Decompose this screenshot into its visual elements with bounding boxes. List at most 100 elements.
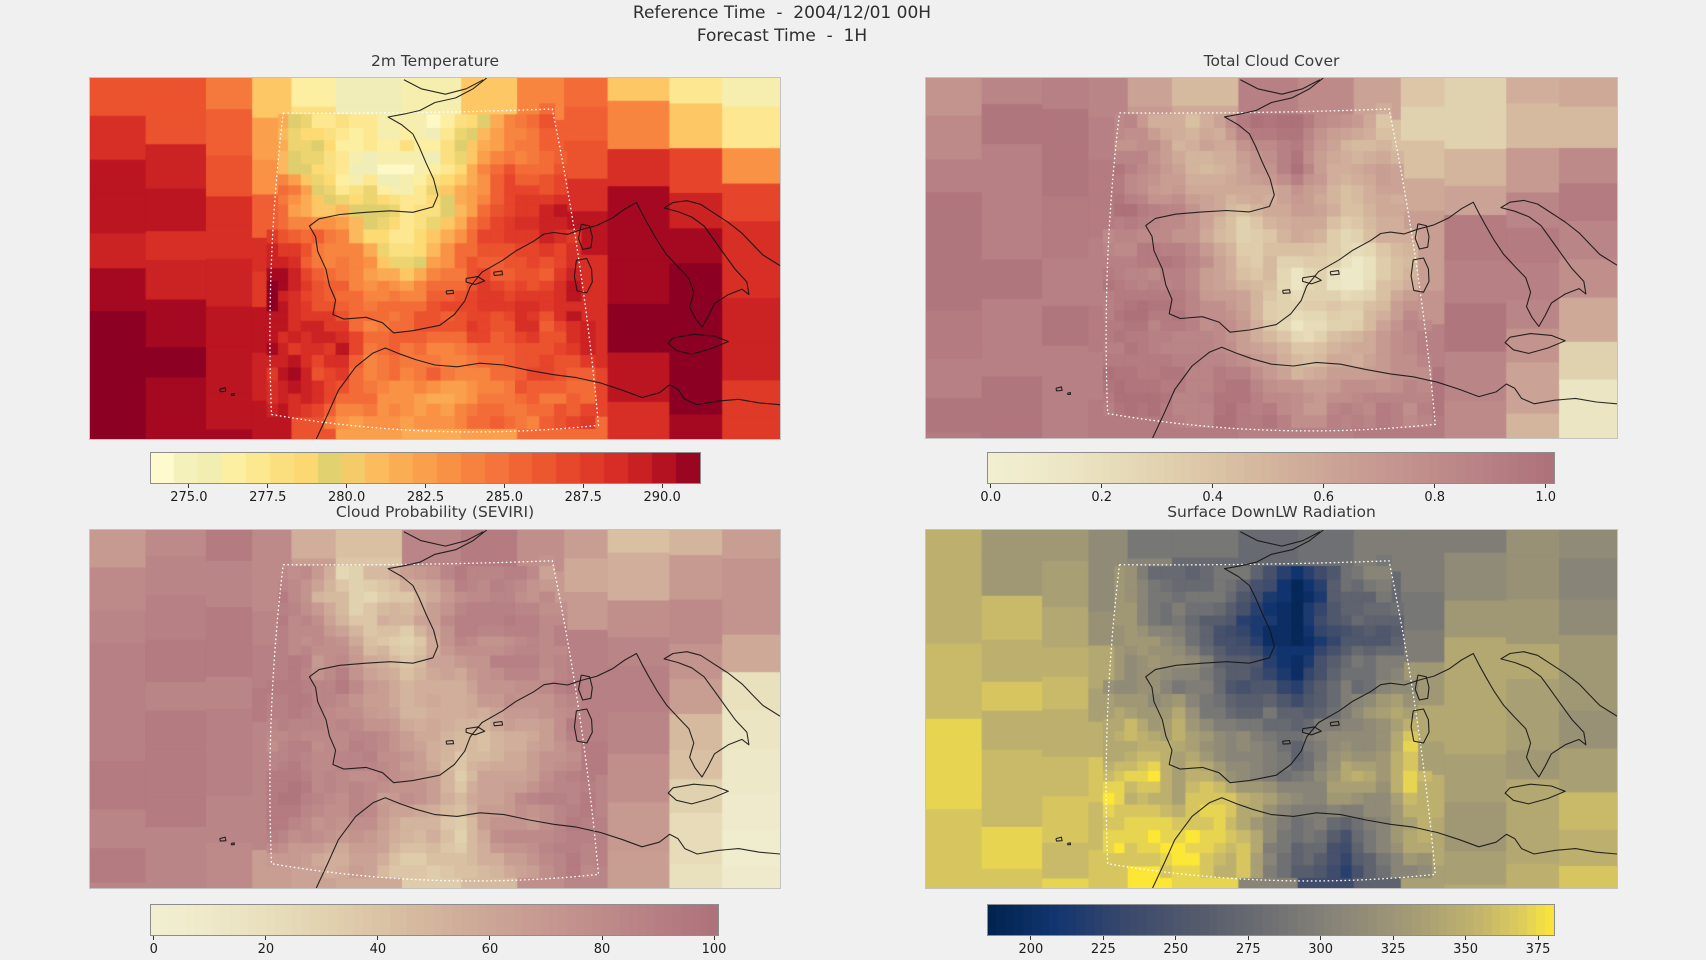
downlw-radiation-colorbar: 200 225 250 275 300 325 350 375 bbox=[987, 904, 1555, 957]
colorbar-tick-label: 250 bbox=[1163, 942, 1189, 957]
colorbar-tick-mark bbox=[346, 484, 348, 488]
coastline-path bbox=[1145, 530, 1617, 784]
colorbar-tick-label: 282.5 bbox=[406, 490, 445, 505]
colorbar-tick-label: 0.8 bbox=[1424, 490, 1446, 505]
panel-title-total-cloud-cover: Total Cloud Cover bbox=[1203, 52, 1340, 70]
coastline-path bbox=[573, 257, 593, 294]
downlw-radiation-colorbar-gradient bbox=[987, 904, 1555, 936]
coastline-path bbox=[1504, 333, 1566, 354]
colorbar-tick-label: 275.0 bbox=[170, 490, 208, 505]
coastline-path bbox=[230, 392, 235, 396]
colorbar-tick-label: 80 bbox=[593, 942, 611, 957]
coastline-path bbox=[219, 387, 227, 393]
colorbar-tick-mark bbox=[1320, 936, 1322, 940]
downlw-radiation-map-panel bbox=[925, 529, 1618, 889]
panel-title-downlw-radiation: Surface DownLW Radiation bbox=[1167, 503, 1376, 521]
coastline-path bbox=[1414, 674, 1430, 701]
coastline-path bbox=[573, 708, 593, 744]
forecast-time-title: Forecast Time - 1H bbox=[696, 26, 868, 46]
coastline-path bbox=[1302, 275, 1322, 285]
colorbar-tick-mark bbox=[1175, 936, 1177, 940]
colorbar-tick-label: 60 bbox=[481, 942, 499, 957]
colorbar-tick-label: 350 bbox=[1453, 942, 1478, 957]
colorbar-tick-label: 290.0 bbox=[643, 490, 681, 505]
coastline-path bbox=[1055, 836, 1063, 842]
colorbar-tick-label: 100 bbox=[701, 942, 727, 957]
coastline-path bbox=[230, 842, 235, 846]
colorbar-tick-mark bbox=[1212, 484, 1214, 488]
temperature-colorbar-gradient bbox=[150, 452, 701, 484]
map-overlay-svg bbox=[1055, 78, 1617, 438]
colorbar-tick-label: 275 bbox=[1235, 942, 1261, 957]
coastline-path bbox=[403, 79, 484, 95]
coastline-path bbox=[1240, 79, 1321, 95]
coastline-path bbox=[445, 289, 455, 295]
colorbar-tick-mark bbox=[489, 936, 491, 940]
colorbar-tick-label: 40 bbox=[369, 942, 387, 957]
colorbar-tick-mark bbox=[713, 936, 715, 940]
temperature-map-canvas bbox=[89, 77, 781, 440]
coastline-path bbox=[1067, 392, 1071, 395]
colorbar-tick-mark bbox=[1323, 484, 1325, 488]
colorbar-tick-mark bbox=[1545, 484, 1547, 488]
map-overlay-svg bbox=[1055, 530, 1617, 888]
colorbar-tick-label: 300 bbox=[1308, 942, 1334, 957]
colorbar-tick-mark bbox=[1101, 484, 1103, 488]
colorbar-tick-label: 287.5 bbox=[564, 490, 602, 505]
coastline-path bbox=[445, 739, 455, 745]
coastline-path bbox=[315, 347, 780, 439]
inner-domain-dotted-box bbox=[269, 560, 600, 882]
colorbar-tick-mark bbox=[153, 936, 155, 940]
cloud-probability-colorbar-gradient bbox=[150, 904, 719, 936]
panel-title-cloud-probability: Cloud Probability (SEVIRI) bbox=[335, 503, 535, 521]
colorbar-tick-mark bbox=[601, 936, 603, 940]
colorbar-tick-label: 20 bbox=[257, 942, 275, 957]
inner-domain-dotted-box bbox=[1105, 560, 1437, 882]
coastline-path bbox=[1410, 708, 1430, 744]
panel-title-2m-temperature: 2m Temperature bbox=[370, 52, 500, 70]
cloud-probability-colorbar: 0 20 40 60 80 100 bbox=[150, 904, 726, 957]
colorbar-tick-label: 0 bbox=[149, 942, 158, 957]
colorbar-tick-label: 0.4 bbox=[1202, 490, 1224, 505]
coastline-path bbox=[465, 276, 486, 286]
coastline-path bbox=[667, 333, 729, 355]
coastline-path bbox=[1067, 842, 1071, 846]
colorbar-tick-label: 0.0 bbox=[980, 490, 1002, 505]
coastline-path bbox=[1329, 720, 1340, 727]
coastline-path bbox=[493, 720, 504, 727]
coastline-path bbox=[315, 797, 780, 888]
map-overlay-svg bbox=[219, 530, 780, 888]
colorbar-tick-label: 0.6 bbox=[1313, 490, 1335, 505]
coastline-path bbox=[577, 674, 593, 701]
coastline-path bbox=[1282, 739, 1291, 745]
coastline-path bbox=[1145, 78, 1617, 333]
coastline-path bbox=[1240, 531, 1321, 547]
colorbar-tick-mark bbox=[1434, 484, 1436, 488]
coastline-path bbox=[308, 78, 780, 334]
coastline-path bbox=[403, 531, 484, 547]
coastline-path bbox=[465, 726, 486, 736]
colorbar-tick-label: 285.0 bbox=[485, 490, 523, 505]
total-cloud-cover-map-panel bbox=[925, 77, 1618, 439]
colorbar-tick-label: 280.0 bbox=[328, 490, 366, 505]
coastline-path bbox=[1410, 257, 1430, 293]
coastline-path bbox=[577, 223, 593, 251]
colorbar-tick-mark bbox=[188, 484, 190, 488]
coastline-path bbox=[1329, 270, 1340, 276]
colorbar-tick-mark bbox=[267, 484, 269, 488]
colorbar-tick-mark bbox=[377, 936, 379, 940]
colorbar-tick-mark bbox=[503, 484, 505, 488]
total-cloud-cover-colorbar: 0.0 0.2 0.4 0.6 0.8 1.0 bbox=[980, 452, 1556, 505]
colorbar-tick-mark bbox=[1537, 936, 1539, 940]
colorbar-tick-mark bbox=[582, 484, 584, 488]
colorbar-tick-mark bbox=[1392, 936, 1394, 940]
total-cloud-cover-map-canvas bbox=[925, 77, 1618, 439]
coastline-path bbox=[1055, 386, 1063, 392]
coastline-path bbox=[1152, 797, 1617, 888]
colorbar-tick-label: 1.0 bbox=[1535, 490, 1557, 505]
colorbar-tick-mark bbox=[1102, 936, 1104, 940]
downlw-radiation-map-canvas bbox=[925, 529, 1618, 889]
colorbar-tick-mark bbox=[990, 484, 992, 488]
reference-time-title: Reference Time - 2004/12/01 00H bbox=[632, 3, 932, 23]
